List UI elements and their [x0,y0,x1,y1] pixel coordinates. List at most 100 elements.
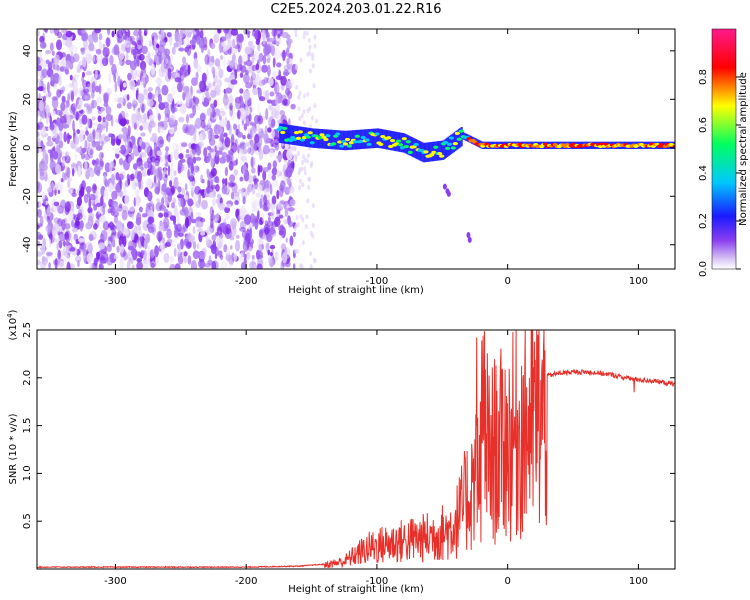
spectrogram-noise-blob [56,89,62,98]
spectrogram-noise-blob [308,50,312,56]
spectrogram-noise-blob [228,160,234,171]
colorbar: 0.0 0.2 0.4 0.6 0.8 Normalized spectral ampl… [698,28,749,277]
spectrogram-noise-blob [148,161,153,172]
spectrogram-signal-halo [379,128,382,149]
spectrogram-noise-blob [253,181,259,190]
spectrogram-noise-blob [37,182,43,194]
spectrogram-noise-blob [141,54,145,61]
spectrogram-noise-blob [298,90,302,96]
spectrogram-noise-blob [287,207,295,212]
spectrogram-noise-blob [206,169,210,179]
spectrogram-noise-blob [260,231,266,241]
spectrogram-noise-blob [140,172,148,177]
spectrogram-noise-blob [185,91,193,104]
spectrogram-noise-blob [243,90,251,101]
spectrogram-noise-blob [117,97,124,104]
spectrogram-noise-blob [102,251,109,264]
spectrogram-noise-blob [278,214,284,219]
spectrogram-noise-blob [300,113,304,119]
spectrogram-noise-blob [244,171,250,182]
spectrogram-noise-blob [154,245,159,258]
spectrogram-signal-core [433,145,439,149]
spectrogram-noise-blob [109,254,112,260]
spectrogram-noise-blob [105,121,109,133]
spectrogram-noise-blob [135,251,141,257]
spectrogram-signal-core [439,154,445,158]
spectrogram-signal-halo [387,130,390,150]
spectrogram-noise-blob [208,148,214,153]
spectrogram-noise-blob [258,52,264,63]
spectrogram-noise-blob [39,35,45,44]
spectrogram-noise-blob [234,69,237,80]
spectrogram-noise-blob [303,170,307,176]
spectrogram-noise-blob [86,135,93,143]
spectrogram-signal-core [280,130,286,135]
spectrogram-noise-blob [68,210,74,222]
spectrogram-noise-blob [226,154,230,163]
spectrogram-noise-blob [279,114,285,120]
spectrogram-noise-blob [135,69,142,78]
spectrogram-noise-blob [276,169,280,179]
spectrogram-noise-blob [56,117,61,127]
spectrogram-noise-blob [272,160,277,169]
spectrogram-noise-blob [64,68,70,75]
spectrogram-noise-blob [135,195,141,206]
spectrogram-noise-blob [95,190,99,200]
spectrogram-noise-blob [170,186,176,195]
spectrogram-noise-blob [230,38,237,48]
spectrogram-noise-blob [307,185,311,190]
spectrogram-noise-blob [52,150,59,160]
spectrogram-signal-core [360,135,366,140]
spectrogram-noise-blob [88,212,95,220]
spectrogram-signal-halo [295,126,299,146]
spectrogram-noise-blob [42,148,47,159]
spectrogram-noise-blob [37,30,40,37]
spectrogram-signal-halo [356,129,359,150]
spectrogram-noise-blob [233,44,241,50]
spectrogram-noise-blob [37,137,41,150]
spectrogram-noise-blob [37,110,43,116]
spectrogram-noise-blob [119,190,124,198]
spectrogram-noise-blob [259,229,264,238]
spectrogram-noise-blob [167,67,172,80]
spectrogram-noise-blob [154,186,160,195]
spectrogram-noise-blob [280,243,287,251]
spectrogram-noise-blob [133,29,140,37]
spectrogram-noise-blob [248,113,252,122]
spectrogram-noise-blob [189,39,196,45]
spectrogram-signal-halo [371,128,374,149]
spectrogram-noise-blob [268,104,274,111]
spectrogram-signal-halo [451,133,454,154]
spectrogram-signal-core [388,144,394,149]
spectrogram-noise-blob [276,84,280,94]
spectrogram-signal-halo [299,126,302,147]
spectrogram-noise-blob [177,247,182,255]
spectrogram-noise-blob [164,174,168,178]
spectrogram-noise-blob [111,63,117,76]
spectrogram-noise-blob [220,253,223,261]
spectrogram-noise-blob [46,81,50,93]
spectrogram-noise-blob [257,87,262,100]
spectrogram-noise-blob [190,235,196,242]
spectrogram-noise-blob [102,92,110,100]
spectrogram-noise-blob [210,158,215,165]
spectrogram-noise-blob [254,133,260,144]
spectrogram-noise-blob [38,80,42,87]
spectrogram-noise-blob [133,234,140,244]
spectrogram-noise-blob [263,194,267,206]
spectrogram-signal-core [337,140,343,144]
spectrogram-noise-blob [156,77,163,85]
spectrogram-noise-blob [147,191,153,202]
snr-ylabel: SNR (10 * v/v) [8,413,19,484]
spectrogram-noise-blob [213,74,218,84]
spectrogram-noise-blob [225,87,233,94]
spectrogram-signal-core [295,136,302,140]
spectrogram-noise-blob [281,31,289,39]
colorbar-tick-label: 0.8 [698,69,709,85]
spectrogram-noise-blob [118,51,125,61]
spectrogram-signal-core [413,142,419,147]
spectrogram-noise-blob [268,37,276,42]
spectrogram-noise-blob [140,166,144,171]
spectrogram-noise-blob [169,180,173,188]
spectrogram-signal-core [301,136,307,140]
